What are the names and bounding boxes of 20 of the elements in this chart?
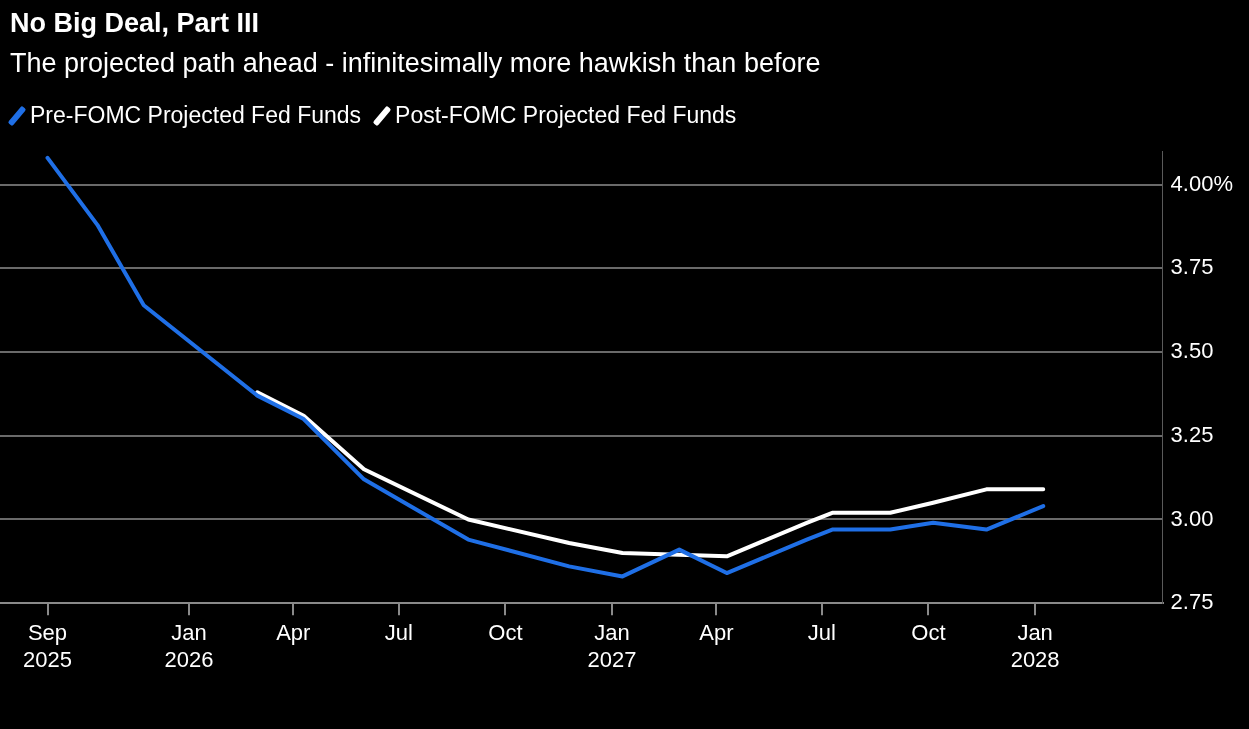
y-tick-label: 4.00% — [1170, 170, 1234, 196]
x-tick-label: Apr — [276, 620, 311, 646]
x-tick-label: Apr — [699, 620, 734, 646]
x-tick-label: Jan 2027 — [587, 620, 637, 672]
x-tick-label: Jan 2026 — [164, 620, 214, 672]
chart-title: No Big Deal, Part III — [10, 8, 260, 39]
x-tick-label: Oct — [911, 620, 946, 646]
legend-label: Pre-FOMC Projected Fed Funds — [30, 102, 362, 129]
legend-label: Post-FOMC Projected Fed Funds — [395, 102, 737, 129]
y-tick-label: 3.00 — [1170, 505, 1214, 531]
x-tick-label: Jan 2028 — [1010, 620, 1060, 672]
x-tick-label: Jul — [384, 620, 413, 646]
y-tick-label: 2.75 — [1170, 589, 1214, 615]
x-tick-label: Oct — [488, 620, 523, 646]
y-tick-label: 3.50 — [1170, 338, 1214, 364]
y-tick-label: 3.75 — [1170, 254, 1214, 280]
y-tick-label: 3.25 — [1170, 421, 1214, 447]
x-tick-label: Sep 2025 — [23, 620, 72, 672]
chart-subtitle: The projected path ahead - infinitesimally more hawkish than before — [10, 48, 821, 79]
x-tick-label: Jul — [807, 620, 836, 646]
